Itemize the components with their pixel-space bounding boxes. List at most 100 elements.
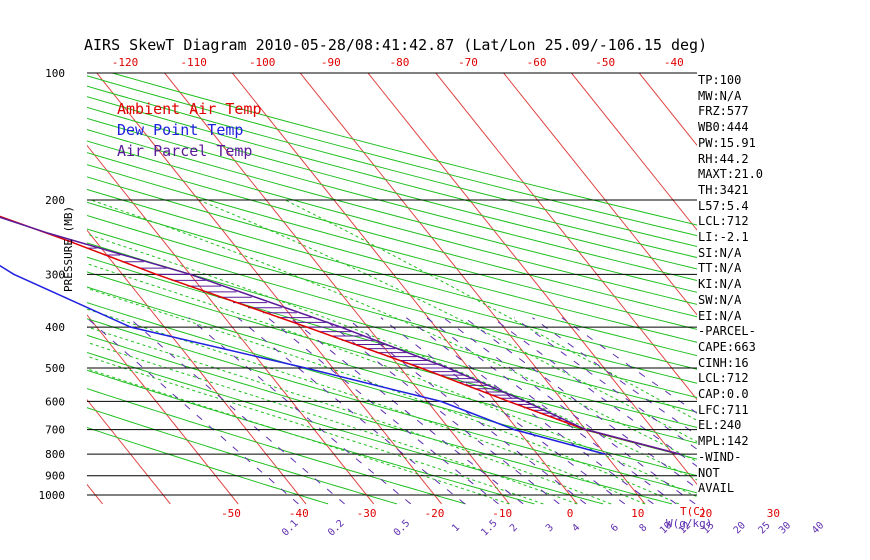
mixing-ratio-line: [443, 317, 696, 505]
bottom-tick-label: 10: [631, 507, 644, 520]
moist-adiabat: [91, 199, 697, 463]
stability-index: LFC:711: [698, 402, 749, 417]
dry-adiabat: [87, 176, 697, 343]
top-tick-label: -50: [595, 56, 615, 69]
dry-adiabat: [87, 388, 466, 505]
stability-index: RH:44.2: [698, 151, 749, 166]
mixing-ratio-label: 0.5: [392, 518, 413, 539]
mixing-ratio-line: [188, 317, 412, 505]
y-tick-label: 500: [45, 362, 65, 375]
isotherm-line: [502, 73, 697, 316]
y-tick-label: 600: [45, 395, 65, 408]
stability-index: EI:N/A: [698, 308, 742, 323]
stability-index: TP:100: [698, 73, 742, 87]
top-tick-label: -100: [249, 56, 276, 69]
parcel-temp-line-point: [189, 273, 191, 276]
parcel-temp-line-point: [48, 232, 50, 235]
isotherm-line: [96, 73, 442, 505]
moist-adiabat: [87, 326, 612, 505]
dry-adiabat: [87, 286, 697, 460]
dry-adiabat: [87, 369, 535, 505]
isotherm-line: [87, 229, 307, 505]
mixing-ratio-label: 30: [777, 520, 793, 536]
mixing-ratio-label: 0.1: [280, 518, 301, 539]
ambient-temp-line: [0, 215, 680, 455]
y-tick-label: 300: [45, 268, 65, 281]
bottom-tick-label: -40: [289, 507, 309, 520]
dry-adiabat: [87, 117, 697, 282]
mixing-ratio-label: 40: [810, 520, 826, 536]
top-tick-label: -60: [527, 56, 547, 69]
dry-adiabat: [87, 164, 697, 330]
mixing-ratio-label: 4: [570, 522, 582, 534]
dry-adiabat: [87, 228, 697, 399]
dry-adiabat: [87, 426, 329, 505]
mixing-ratio-label: 8: [637, 522, 649, 534]
stability-index: MW:N/A: [698, 88, 742, 103]
bottom-tick-label: -30: [357, 507, 377, 520]
parcel-temp-line-point: [339, 326, 342, 328]
moist-adiabat: [87, 263, 697, 498]
mixing-ratio-line: [87, 317, 299, 505]
stability-index: SI:N/A: [698, 245, 742, 260]
mixing-ratio-line: [345, 317, 587, 505]
mixing-ratio-line: [405, 317, 654, 505]
dry-adiabat: [87, 201, 697, 370]
mixing-ratio-line: [464, 317, 697, 489]
mixing-ratio-line: [267, 317, 499, 505]
top-tick-label: -110: [180, 56, 207, 69]
dew-point-line-point: [129, 326, 132, 328]
isotherm-line: [163, 73, 510, 505]
isotherm-line: [87, 398, 171, 505]
legend-item: Air Parcel Temp: [117, 142, 253, 160]
moist-adiabat: [87, 233, 697, 481]
mixing-ratio-line: [532, 317, 697, 436]
stability-index: EL:240: [698, 418, 742, 433]
mixing-ratio-line: [426, 317, 677, 505]
mixing-ratio-unit-label: W(g/kg): [666, 517, 712, 530]
parcel-temp-line-point: [678, 453, 681, 455]
stability-index: TT:N/A: [698, 261, 742, 276]
dry-adiabat: [87, 140, 697, 305]
dry-adiabat: [87, 214, 697, 384]
isotherm-line: [231, 73, 578, 505]
ambient-temp-line-point: [155, 273, 157, 276]
moist-adiabat: [87, 308, 646, 505]
parcel-temp-line-point: [524, 400, 527, 403]
mixing-ratio-label: 0.2: [326, 518, 347, 539]
bottom-tick-label: -50: [221, 507, 241, 520]
isotherm-line: [638, 73, 697, 147]
dew-point-line-point: [13, 273, 15, 276]
bottom-unit-label: T(C): [680, 505, 707, 518]
y-tick-label: 900: [45, 470, 65, 483]
isotherm-line: [87, 314, 239, 505]
mixing-ratio-line: [561, 317, 697, 414]
top-tick-label: -70: [458, 56, 478, 69]
moist-adiabat: [285, 199, 697, 422]
stability-index: LCL:712: [698, 371, 749, 386]
bottom-tick-label: 30: [767, 507, 780, 520]
dry-adiabat: [87, 407, 398, 505]
mixing-ratio-line: [322, 317, 560, 505]
stability-index: SW:N/A: [698, 292, 742, 307]
top-tick-label: -120: [112, 56, 139, 69]
stability-index: WB0:444: [698, 120, 749, 135]
stability-index: NOT: [698, 465, 720, 480]
mixing-ratio-label: 6: [609, 522, 621, 534]
y-tick-label: 1000: [39, 489, 66, 502]
stability-index: -WIND-: [698, 449, 742, 464]
legend-item: Ambient Air Temp: [117, 100, 262, 118]
bottom-tick-label: 20: [699, 507, 712, 520]
mixing-ratio-label: 3: [544, 522, 556, 534]
top-tick-label: -80: [389, 56, 409, 69]
mixing-ratio-label: 25: [756, 520, 772, 536]
moist-adiabat: [87, 368, 510, 505]
dry-adiabat: [87, 302, 697, 477]
mixing-ratio-line: [237, 317, 466, 505]
stability-index: LI:-2.1: [698, 230, 749, 244]
stability-index: FRZ:577: [698, 104, 749, 119]
legend-item: Dew Point Temp: [117, 121, 244, 139]
stability-index: AVAIL: [698, 481, 735, 496]
dry-adiabat: [87, 318, 697, 494]
